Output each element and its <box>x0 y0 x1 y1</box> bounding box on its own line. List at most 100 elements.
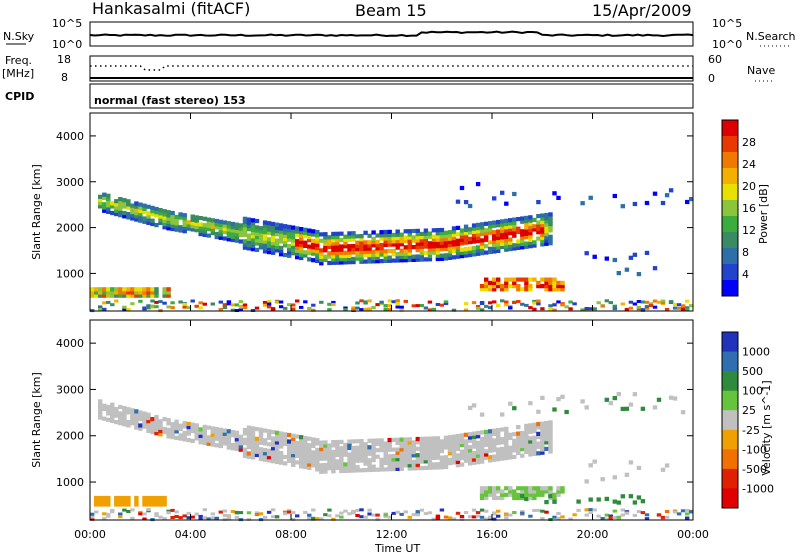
power-cell <box>403 299 408 303</box>
power-cell <box>130 293 135 298</box>
velocity-cell <box>162 502 167 507</box>
velocity-cell <box>311 460 316 465</box>
power-cell <box>194 215 199 220</box>
velocity-cell <box>194 426 199 431</box>
power-cell <box>299 246 304 251</box>
velocity-cell <box>315 451 320 456</box>
velocity-cell <box>351 465 356 470</box>
velocity-cell <box>359 445 364 450</box>
velocity-cell <box>274 459 280 465</box>
power-cell <box>524 222 529 227</box>
velocity-cell <box>178 423 183 428</box>
velocity-cell <box>363 515 368 519</box>
velocity-cell <box>234 510 240 514</box>
velocity-cell <box>146 495 151 501</box>
velocity-cell <box>94 510 99 514</box>
power-cell <box>652 266 658 271</box>
power-cell <box>475 305 481 308</box>
velocity-cell <box>504 456 509 461</box>
velocity-cell <box>154 512 159 516</box>
power-cell <box>262 242 268 247</box>
velocity-cell <box>210 516 215 520</box>
velocity-cell <box>174 419 179 424</box>
power-cell <box>146 217 151 222</box>
power-cell <box>363 301 368 305</box>
power-cell <box>367 246 372 251</box>
velocity-cell <box>524 436 529 441</box>
velocity-cell <box>516 486 521 491</box>
power-cell <box>278 226 284 231</box>
velocity-cell <box>134 502 139 507</box>
power-cell <box>355 256 360 261</box>
velocity-cell <box>479 459 485 464</box>
velocity-cell <box>371 441 376 446</box>
power-cell <box>170 301 175 305</box>
power-cell <box>323 248 328 253</box>
velocity-cell <box>311 443 316 448</box>
velocity-cell <box>500 456 505 461</box>
velocity-cell <box>439 449 445 454</box>
power-cell <box>154 290 159 295</box>
power-cell <box>407 241 412 247</box>
velocity-cell <box>214 427 219 432</box>
velocity-cell <box>508 448 513 454</box>
velocity-cell <box>250 442 256 447</box>
power-cell <box>303 300 308 304</box>
power-cell <box>363 307 368 311</box>
power-cell <box>98 194 103 199</box>
velocity-cell <box>411 466 416 471</box>
power-cell <box>636 300 642 303</box>
power-cell <box>371 240 376 245</box>
velocity-cell <box>479 489 485 494</box>
power-cell <box>488 227 493 232</box>
velocity-cell <box>496 434 501 439</box>
velocity-cell <box>351 445 356 450</box>
velocity-cell <box>283 512 288 516</box>
velocity-cell <box>423 443 429 448</box>
velocity-cell <box>383 460 388 465</box>
power-cell <box>672 303 678 306</box>
power-cell <box>479 231 485 237</box>
power-cell <box>512 277 517 282</box>
power-cell <box>395 242 400 247</box>
power-cell <box>419 241 424 246</box>
velocity-cell <box>504 433 509 438</box>
velocity-cell <box>270 446 276 451</box>
power-cell <box>254 228 260 233</box>
power-cell <box>451 245 457 250</box>
power-cell <box>327 302 332 306</box>
velocity-cell <box>182 424 187 429</box>
velocity-cell <box>146 499 151 504</box>
velocity-cell <box>395 466 400 471</box>
velocity-cell <box>447 435 453 440</box>
velocity-cell <box>395 463 400 468</box>
power-cell <box>367 249 372 254</box>
velocity-cell <box>496 457 501 462</box>
power-cell <box>114 212 119 217</box>
power-cell <box>544 238 549 243</box>
velocity-cell <box>367 448 372 453</box>
velocity-cell <box>556 512 561 515</box>
power-cell <box>283 240 288 245</box>
power-cell <box>451 236 457 241</box>
power-cell <box>351 250 356 255</box>
freq-tick-bottom: 8 <box>61 71 68 84</box>
velocity-cell <box>580 399 585 404</box>
velocity-cell <box>471 454 477 459</box>
velocity-cell <box>488 432 493 437</box>
velocity-cell <box>443 442 449 447</box>
velocity-cell <box>560 394 565 399</box>
power-cell <box>283 233 288 238</box>
velocity-cell <box>379 444 384 449</box>
velocity-cell <box>327 446 332 451</box>
power-cell <box>110 290 115 295</box>
power-cell <box>174 227 179 232</box>
power-cell <box>524 225 529 230</box>
power-cell <box>411 257 416 262</box>
velocity-cell <box>455 459 461 464</box>
velocity-cell <box>371 513 376 517</box>
nsky-tick-top: 10^5 <box>52 17 82 30</box>
velocity-cell <box>548 443 553 448</box>
velocity-cell <box>387 515 392 519</box>
